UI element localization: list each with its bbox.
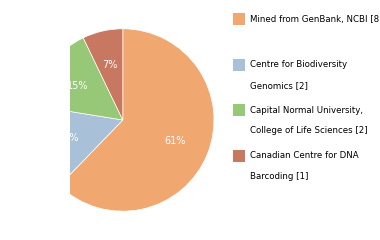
Text: Mined from GenBank, NCBI [8]: Mined from GenBank, NCBI [8] [250,15,380,24]
Text: Genomics [2]: Genomics [2] [250,81,308,90]
Wedge shape [83,29,123,120]
Text: 61%: 61% [165,136,186,146]
Text: 15%: 15% [59,133,80,143]
Text: 15%: 15% [67,81,88,91]
Text: 7%: 7% [103,60,118,70]
Wedge shape [32,105,123,186]
Wedge shape [33,38,123,120]
Wedge shape [59,29,214,211]
Text: College of Life Sciences [2]: College of Life Sciences [2] [250,126,367,135]
Text: Canadian Centre for DNA: Canadian Centre for DNA [250,151,359,161]
Bar [233,13,245,25]
Text: Centre for Biodiversity: Centre for Biodiversity [250,60,347,69]
Text: Barcoding [1]: Barcoding [1] [250,172,309,181]
Text: Capital Normal University,: Capital Normal University, [250,106,363,115]
Bar [233,59,245,71]
Bar [233,104,245,116]
Bar [233,150,245,162]
